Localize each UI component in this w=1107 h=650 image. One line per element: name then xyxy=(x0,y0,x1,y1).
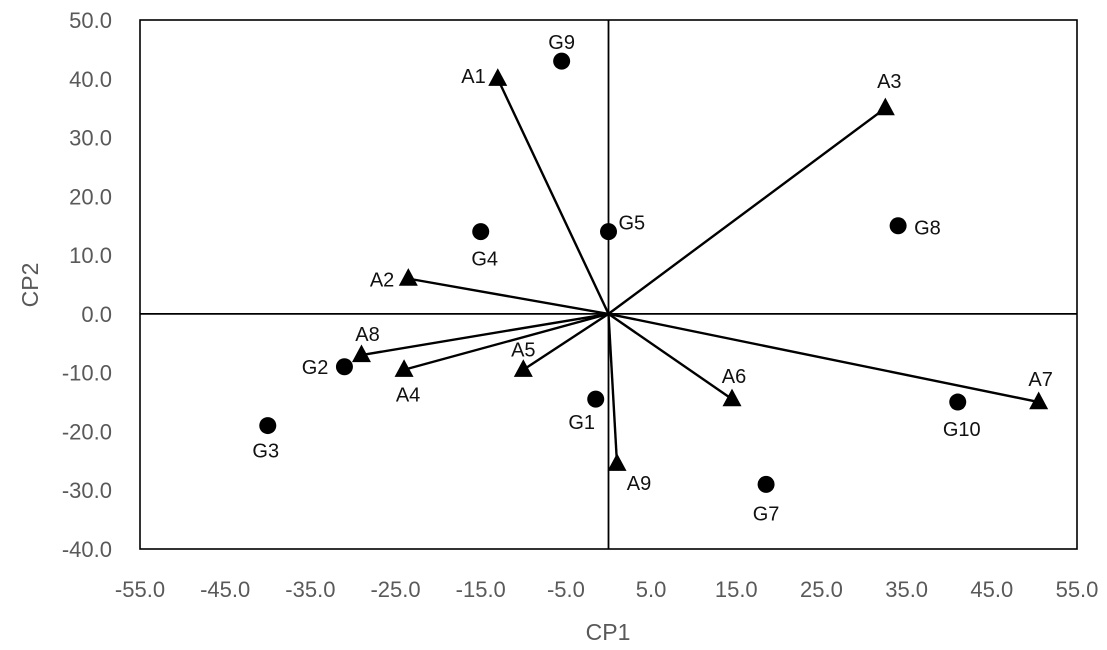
vector-a3 xyxy=(607,107,887,315)
point-label-g5: G5 xyxy=(619,213,646,235)
point-label-a3: A3 xyxy=(877,71,901,93)
y-tick-label: -30.0 xyxy=(62,478,112,503)
y-tick-label: -20.0 xyxy=(62,419,112,444)
point-g1 xyxy=(587,390,605,408)
point-a1 xyxy=(488,68,508,86)
point-a6 xyxy=(722,388,742,407)
point-label-g1: G1 xyxy=(568,412,595,434)
x-tick-label: -55.0 xyxy=(115,577,165,602)
x-tick-label: -5.0 xyxy=(547,577,585,602)
point-g4 xyxy=(472,223,490,241)
vector-a6 xyxy=(607,312,733,401)
y-tick-label: 0.0 xyxy=(81,302,112,327)
x-axis-title: CP1 xyxy=(586,619,631,645)
point-label-g8: G8 xyxy=(914,218,941,240)
attribute-series: A1 A2 A3 A4 A5 A6 A7 A8 A9 xyxy=(351,66,1053,495)
vector-a5 xyxy=(522,312,610,371)
point-a5 xyxy=(513,359,533,377)
point-g9 xyxy=(553,52,571,70)
y-tick-label: -40.0 xyxy=(62,537,112,562)
x-tick-label: -25.0 xyxy=(370,577,420,602)
point-g8 xyxy=(889,217,907,235)
genotype-series: G1 G2 G3 G4 G5 G7 G8 G9 G10 xyxy=(252,32,980,525)
y-tick-label: -10.0 xyxy=(62,361,112,386)
point-g3 xyxy=(259,417,277,435)
x-tick-label: -45.0 xyxy=(200,577,250,602)
point-a8 xyxy=(351,344,371,363)
vector-a9 xyxy=(607,313,619,464)
point-label-g4: G4 xyxy=(471,249,498,271)
x-tick-label: 15.0 xyxy=(715,577,758,602)
point-label-a7: A7 xyxy=(1028,369,1052,391)
point-label-a1: A1 xyxy=(461,66,485,88)
point-label-g10: G10 xyxy=(943,419,981,441)
point-label-a2: A2 xyxy=(370,270,394,292)
x-tick-label: 55.0 xyxy=(1056,577,1099,602)
point-label-g9: G9 xyxy=(548,32,575,54)
vector-a8 xyxy=(361,312,609,357)
vector-a1 xyxy=(496,78,610,315)
x-tick-label: -35.0 xyxy=(285,577,335,602)
point-a4 xyxy=(394,359,414,377)
x-tick-label: 35.0 xyxy=(885,577,928,602)
point-a2 xyxy=(398,268,418,286)
point-label-a4: A4 xyxy=(396,385,420,407)
y-tick-label: 10.0 xyxy=(69,243,112,268)
y-axis-title: CP2 xyxy=(17,263,43,308)
point-label-a8: A8 xyxy=(355,324,379,346)
y-tick-label: 30.0 xyxy=(69,126,112,151)
x-tick-label: 45.0 xyxy=(970,577,1013,602)
y-tick-label: 20.0 xyxy=(69,184,112,209)
x-tick-label: -15.0 xyxy=(456,577,506,602)
point-g10 xyxy=(949,393,967,411)
point-label-a9: A9 xyxy=(627,473,651,495)
point-label-g3: G3 xyxy=(252,441,279,463)
point-g7 xyxy=(757,475,775,493)
point-g5 xyxy=(600,223,617,241)
vector-a4 xyxy=(403,312,609,371)
point-label-a5: A5 xyxy=(511,340,535,362)
vector-a2 xyxy=(408,277,609,316)
y-tick-label: 40.0 xyxy=(69,67,112,92)
point-label-g7: G7 xyxy=(753,503,780,525)
point-a3 xyxy=(875,97,895,116)
point-a7 xyxy=(1029,391,1049,410)
vector-a7 xyxy=(608,312,1039,404)
point-label-g2: G2 xyxy=(302,357,329,379)
point-a9 xyxy=(607,453,627,471)
point-g2 xyxy=(335,358,353,376)
y-tick-label: 50.0 xyxy=(69,8,112,33)
x-tick-label: 5.0 xyxy=(636,577,667,602)
point-label-a6: A6 xyxy=(722,366,746,388)
x-tick-label: 25.0 xyxy=(800,577,843,602)
